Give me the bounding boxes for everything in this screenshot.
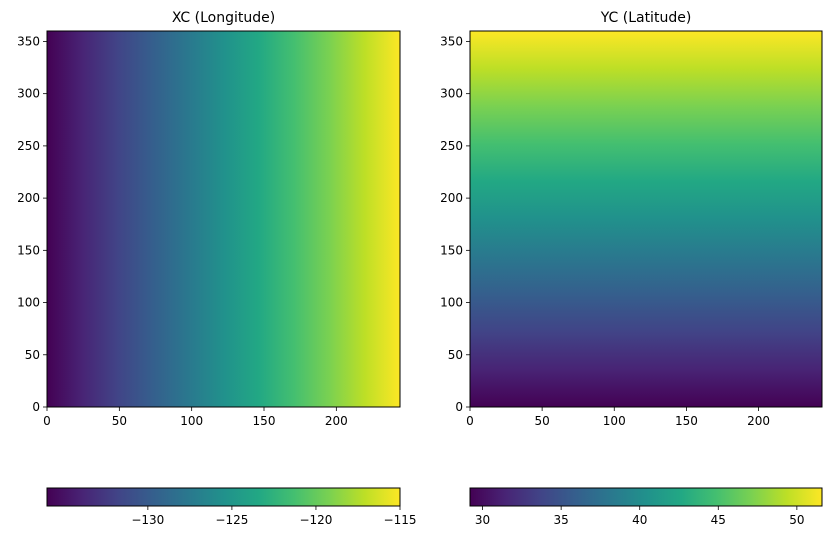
y-tick-label: 0 xyxy=(455,400,463,414)
colorbar-tick-label: −125 xyxy=(215,513,248,527)
y-tick-label: 250 xyxy=(440,139,463,153)
x-tick-label: 100 xyxy=(180,414,203,428)
x-tick-label: 50 xyxy=(112,414,127,428)
x-tick-label: 50 xyxy=(534,414,549,428)
x-tick-label: 0 xyxy=(43,414,51,428)
panel-1: XC (Longitude) 0 50 100 150 200 0 50 100 150 200 25… xyxy=(17,10,416,527)
y-tick-label: 50 xyxy=(25,348,40,362)
colorbar-tick-label: 45 xyxy=(711,513,726,527)
colorbar-tick-label: −130 xyxy=(131,513,164,527)
colorbar-tick-label: 50 xyxy=(789,513,804,527)
colorbar xyxy=(47,488,400,506)
y-tick-label: 350 xyxy=(440,34,463,48)
heatmap-field xyxy=(47,31,400,407)
x-tick-label: 200 xyxy=(325,414,348,428)
y-tick-label: 100 xyxy=(440,296,463,310)
y-tick-label: 50 xyxy=(448,348,463,362)
x-tick-label: 100 xyxy=(603,414,626,428)
y-tick-label: 300 xyxy=(17,87,40,101)
plot-frame xyxy=(46,30,401,408)
heatmap-field xyxy=(470,31,822,407)
x-tick-label: 150 xyxy=(675,414,698,428)
plot-title: XC (Longitude) xyxy=(172,10,275,26)
y-tick-label: 100 xyxy=(17,296,40,310)
x-tick-label: 0 xyxy=(466,414,474,428)
colorbar-tick-label: 40 xyxy=(632,513,647,527)
colorbar-tick-label: −120 xyxy=(299,513,332,527)
colorbar-frame xyxy=(469,487,823,507)
y-tick-label: 300 xyxy=(440,87,463,101)
colorbar xyxy=(470,488,822,506)
colorbar-tick-label: 35 xyxy=(554,513,569,527)
x-tick-label: 150 xyxy=(253,414,276,428)
colorbar-frame xyxy=(46,487,401,507)
x-tick-label: 200 xyxy=(747,414,770,428)
y-tick-label: 200 xyxy=(440,191,463,205)
y-tick-label: 250 xyxy=(17,139,40,153)
plot-title: YC (Latitude) xyxy=(600,10,692,26)
y-tick-label: 350 xyxy=(17,34,40,48)
y-tick-label: 150 xyxy=(17,243,40,257)
panel-2: YC (Latitude) 0 50 100 150 200 0 50 100 150 200 250… xyxy=(440,10,823,527)
plot-frame xyxy=(469,30,823,408)
colorbar-tick-label: 30 xyxy=(475,513,490,527)
colorbar-tick-label: −115 xyxy=(384,513,417,527)
y-tick-label: 0 xyxy=(32,400,40,414)
y-tick-label: 150 xyxy=(440,243,463,257)
panels: XC (Longitude) 0 50 100 150 200 0 50 100 150 200 25… xyxy=(17,10,823,527)
y-tick-label: 200 xyxy=(17,191,40,205)
